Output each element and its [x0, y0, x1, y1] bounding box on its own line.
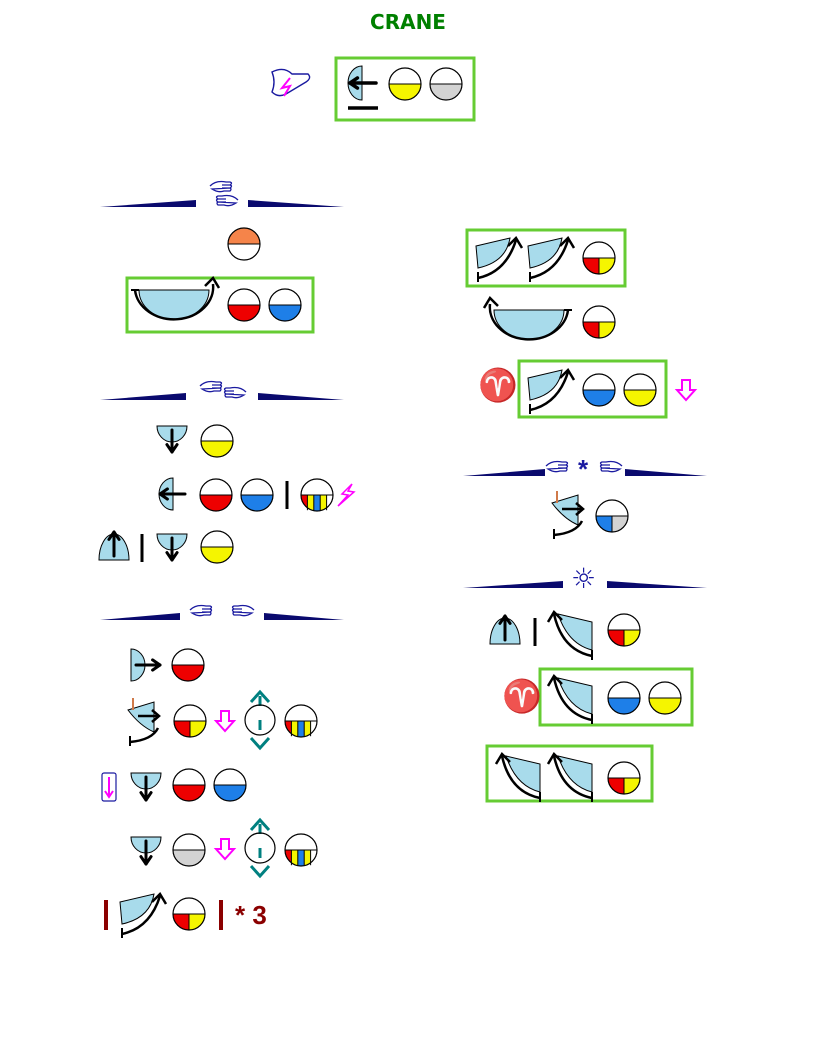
page-title: CRANE	[370, 10, 446, 34]
curved-arrow-icon	[551, 491, 585, 539]
arrow-down-icon	[165, 428, 179, 454]
frame-box	[485, 744, 654, 803]
clapping-hands-bar-icon	[100, 393, 344, 400]
hand-icon	[599, 460, 623, 473]
arrow-down-icon	[139, 775, 153, 802]
hand-pair-bar-icon	[463, 469, 707, 476]
magenta-hollow-down-arrow-icon	[213, 710, 237, 733]
frame-box	[465, 228, 627, 288]
color-circle	[284, 833, 318, 867]
hand-icon	[231, 604, 255, 617]
teal-double-arrow-icon	[244, 817, 276, 879]
curved-arrow-icon	[546, 609, 593, 660]
color-circle	[227, 227, 261, 261]
curved-arrow-icon	[494, 751, 541, 802]
frame-box	[538, 667, 694, 727]
hand-icon	[215, 194, 239, 207]
repeat-label: * 3	[235, 900, 267, 930]
curved-arrow-icon	[127, 698, 161, 746]
color-circle	[213, 768, 247, 802]
color-circle	[200, 424, 234, 458]
arrow-down-icon	[139, 839, 153, 866]
color-circle	[623, 373, 657, 407]
color-circle	[582, 373, 616, 407]
aries-symbol-1: ♈	[478, 367, 518, 403]
top-frame	[334, 56, 476, 122]
curved-arrow-icon	[527, 235, 576, 282]
arrow-left-icon	[158, 487, 187, 501]
color-circle	[607, 681, 641, 715]
curved-arrow-icon	[482, 295, 572, 341]
star-symbol: *	[578, 454, 589, 484]
sun-symbol: ☼	[571, 562, 597, 595]
color-circle	[582, 241, 616, 275]
color-circle	[199, 478, 233, 512]
curved-arrow-icon	[546, 673, 593, 724]
aries-symbol-2: ♈	[502, 678, 542, 714]
arrow-right-icon	[134, 658, 162, 672]
hands-twisting-icon	[271, 68, 311, 97]
color-circle	[172, 768, 206, 802]
teal-double-arrow-icon	[244, 689, 276, 751]
magenta-lightning-icon	[337, 483, 356, 507]
hand-icon	[189, 604, 213, 617]
hand-pair-bar-icon	[100, 613, 344, 620]
color-circle	[388, 67, 422, 101]
color-circle	[284, 704, 318, 738]
color-circle	[268, 288, 302, 322]
frame-box	[125, 276, 315, 334]
color-circle	[300, 478, 334, 512]
color-circle	[172, 833, 206, 867]
color-circle	[227, 288, 261, 322]
color-circle	[607, 761, 641, 795]
arrow-down-icon	[165, 536, 179, 562]
hand-icon	[223, 386, 247, 399]
hand-pair-bar-icon	[100, 200, 344, 207]
hand-icon	[209, 180, 233, 193]
arrow-left-icon	[348, 76, 378, 90]
magenta-hollow-down-arrow-icon	[213, 838, 237, 861]
magenta-small-arrow-icon	[101, 772, 117, 802]
color-circle	[607, 613, 641, 647]
sun-bar-icon	[463, 581, 707, 588]
color-circle	[648, 681, 682, 715]
arrow-up-icon	[498, 614, 512, 642]
frame-box	[517, 359, 668, 419]
hand-icon	[545, 460, 569, 473]
color-circle	[429, 67, 463, 101]
arrow-up-icon	[107, 530, 121, 558]
curved-arrow-icon	[131, 275, 221, 321]
color-circle	[200, 530, 234, 564]
magenta-hollow-down-arrow-icon	[674, 379, 698, 402]
hand-icon	[199, 380, 223, 393]
color-circle	[173, 704, 207, 738]
color-circle	[582, 305, 616, 339]
curved-arrow-icon	[527, 367, 576, 414]
curved-arrow-icon	[119, 891, 168, 938]
color-circle	[240, 478, 274, 512]
color-circle	[171, 648, 205, 682]
color-circle	[595, 499, 629, 533]
color-circle	[172, 897, 206, 931]
curved-arrow-icon	[475, 235, 524, 282]
curved-arrow-icon	[546, 751, 593, 802]
